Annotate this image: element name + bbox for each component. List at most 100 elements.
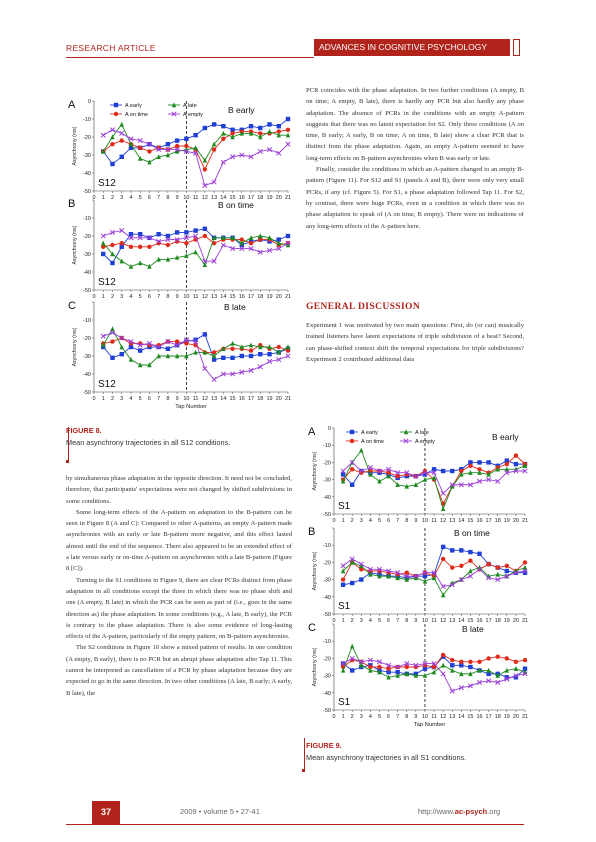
x-tick-label: 8 bbox=[405, 618, 408, 624]
legend-marker bbox=[171, 102, 177, 108]
data-point bbox=[459, 468, 464, 474]
y-tick-label: -50 bbox=[323, 612, 331, 618]
data-point bbox=[477, 460, 482, 465]
x-tick-label: 6 bbox=[148, 294, 151, 300]
data-point bbox=[440, 556, 446, 562]
x-tick-label: 10 bbox=[422, 618, 428, 624]
data-point bbox=[495, 679, 501, 686]
data-point bbox=[165, 346, 171, 351]
x-tick-label: 2 bbox=[351, 518, 354, 524]
data-point bbox=[477, 551, 482, 556]
data-point bbox=[504, 568, 510, 574]
x-tick-label: 2 bbox=[111, 294, 114, 300]
legend-item: A early bbox=[346, 429, 378, 436]
data-point bbox=[267, 128, 272, 134]
y-axis-label: Asynchrony (ms) bbox=[72, 126, 78, 165]
data-point bbox=[248, 241, 254, 246]
data-point bbox=[230, 340, 235, 346]
data-point bbox=[156, 154, 161, 159]
data-point bbox=[367, 657, 373, 663]
data-point bbox=[349, 580, 355, 586]
x-tick-label: 15 bbox=[230, 294, 236, 300]
x-tick-label: 8 bbox=[166, 396, 169, 402]
y-axis-label: Asynchrony (ms) bbox=[312, 647, 318, 686]
panel-a: 0-10-20-30-40-500 1 2 3 4 5 6 7 8 9 10 11 12 13 14 15 16… bbox=[308, 426, 528, 524]
data-point bbox=[202, 366, 208, 372]
data-point bbox=[202, 183, 208, 189]
data-point bbox=[422, 472, 428, 477]
data-point bbox=[119, 241, 124, 246]
data-point bbox=[193, 349, 198, 355]
x-tick-label: 13 bbox=[211, 396, 217, 402]
data-point bbox=[128, 232, 134, 237]
data-point bbox=[504, 675, 510, 680]
data-point bbox=[128, 263, 134, 269]
left-paragraph-2: Some long-term effects of the A-pattern … bbox=[66, 508, 292, 573]
data-point bbox=[522, 666, 528, 671]
data-point bbox=[101, 148, 106, 154]
data-point bbox=[202, 349, 208, 355]
panel-a: 0-10-20-30-40-500 1 2 3 4 5 6 7 8 9 10 11 12 13 14 15 16… bbox=[68, 99, 291, 201]
data-point bbox=[100, 132, 106, 138]
data-point bbox=[513, 453, 519, 458]
data-point bbox=[202, 125, 208, 131]
y-tick-label: -20 bbox=[323, 656, 331, 662]
data-point bbox=[276, 240, 281, 246]
x-tick-label: 15 bbox=[467, 618, 473, 624]
data-point bbox=[128, 344, 134, 350]
data-point bbox=[413, 575, 419, 581]
x-tick-label: 7 bbox=[396, 714, 399, 720]
x-tick-label: 10 bbox=[422, 518, 428, 524]
y-axis-label: Asynchrony (ms) bbox=[72, 327, 78, 366]
series-a-late bbox=[101, 233, 291, 269]
legend-label: A late bbox=[415, 430, 429, 436]
data-point bbox=[119, 130, 125, 136]
x-tick-label: 4 bbox=[129, 294, 132, 300]
data-point bbox=[110, 355, 115, 360]
x-tick-label: 16 bbox=[476, 714, 482, 720]
data-point bbox=[449, 688, 455, 694]
x-tick-label: 19 bbox=[504, 714, 510, 720]
data-point bbox=[147, 362, 152, 368]
data-point bbox=[221, 235, 226, 240]
data-point bbox=[377, 573, 382, 579]
x-tick-label: 11 bbox=[431, 518, 437, 524]
x-tick-label: 11 bbox=[431, 714, 437, 720]
figure-9-caption: FIGURE 9. Mean asynchrony trajectories i… bbox=[306, 741, 526, 762]
x-tick-label: 17 bbox=[486, 518, 492, 524]
data-point bbox=[468, 568, 473, 574]
x-tick-label: 10 bbox=[422, 714, 428, 720]
data-point bbox=[230, 235, 235, 240]
data-point bbox=[258, 237, 263, 242]
data-point bbox=[258, 344, 263, 350]
footer-url[interactable]: http://www.ac-psych.org bbox=[418, 807, 500, 816]
data-point bbox=[340, 577, 346, 582]
data-point bbox=[467, 573, 473, 579]
header-box bbox=[513, 39, 520, 56]
data-point bbox=[239, 353, 245, 359]
x-tick-label: 12 bbox=[202, 294, 208, 300]
x-tick-label: 18 bbox=[495, 518, 501, 524]
data-point bbox=[174, 148, 180, 154]
data-point bbox=[440, 506, 446, 512]
x-tick-label: 6 bbox=[148, 195, 151, 201]
data-point bbox=[376, 566, 383, 572]
data-point bbox=[165, 237, 171, 243]
y-tick-label: -40 bbox=[83, 270, 91, 276]
panel-condition-label: B on time bbox=[454, 528, 490, 538]
data-point bbox=[202, 332, 208, 337]
data-point bbox=[137, 260, 143, 266]
x-tick-label: 13 bbox=[449, 518, 455, 524]
y-tick-label: -20 bbox=[323, 560, 331, 566]
data-point bbox=[137, 342, 143, 348]
data-point bbox=[184, 230, 189, 235]
data-point bbox=[101, 251, 106, 257]
data-point bbox=[165, 233, 171, 239]
data-point bbox=[156, 344, 162, 350]
data-point bbox=[368, 571, 373, 577]
legend-item: A on time bbox=[110, 111, 148, 118]
data-point bbox=[450, 663, 455, 668]
data-point bbox=[137, 138, 143, 144]
data-point bbox=[211, 357, 217, 362]
legend-marker bbox=[403, 429, 409, 435]
